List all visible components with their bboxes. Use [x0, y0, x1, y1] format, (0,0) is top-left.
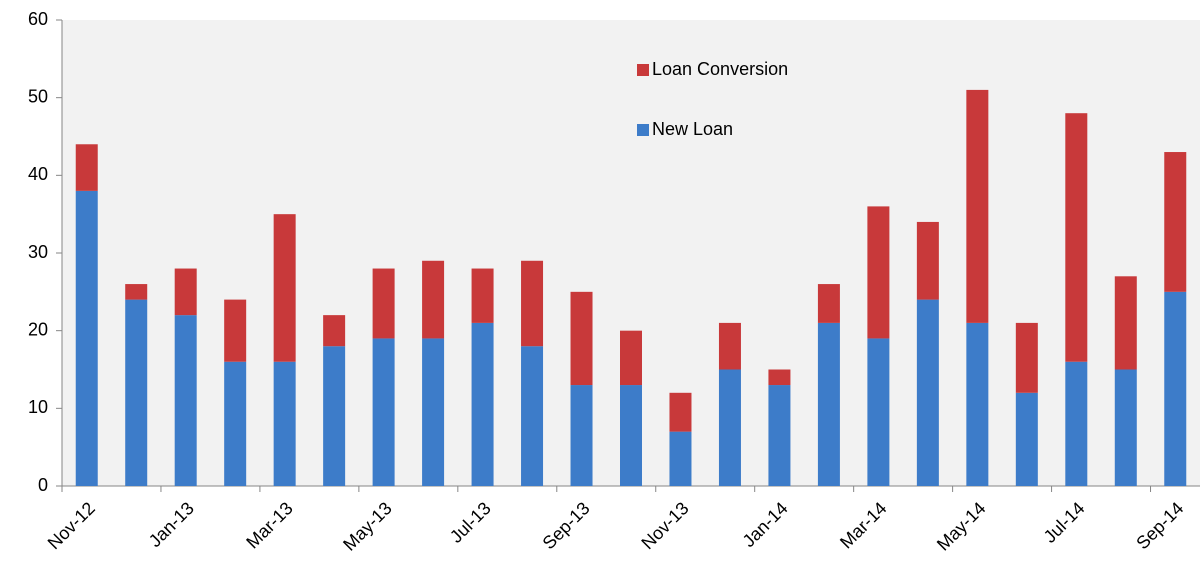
- bar: [224, 361, 247, 486]
- bar: [521, 260, 544, 347]
- bar: [1015, 322, 1038, 393]
- bar: [570, 291, 593, 386]
- y-tick-label: 0: [38, 475, 48, 495]
- x-tick-label: Mar-13: [242, 498, 296, 552]
- x-tick-label: Nov-12: [44, 498, 99, 553]
- bar: [1164, 152, 1187, 292]
- bar: [1015, 392, 1038, 486]
- x-tick-label: Sep-13: [539, 498, 594, 553]
- x-tick-label: Jan-14: [739, 498, 792, 551]
- bar: [718, 322, 741, 370]
- bar: [1164, 291, 1187, 486]
- bar: [620, 385, 642, 486]
- legend-label: Loan Conversion: [652, 59, 788, 79]
- y-tick-label: 10: [28, 397, 48, 417]
- bar: [817, 322, 840, 486]
- bar: [1065, 361, 1088, 486]
- y-tick-label: 40: [28, 164, 48, 184]
- bar: [323, 315, 346, 347]
- bar: [273, 361, 296, 486]
- legend-swatch: [637, 124, 649, 136]
- bar: [817, 284, 840, 323]
- bar: [966, 89, 989, 323]
- x-tick-label: Jan-13: [145, 498, 198, 551]
- bar: [174, 315, 197, 486]
- x-tick-label: Mar-14: [836, 498, 890, 552]
- bar: [273, 214, 296, 362]
- bar: [521, 346, 544, 486]
- legend-swatch: [637, 64, 649, 76]
- bar: [570, 385, 593, 486]
- x-tick-label: May-13: [339, 498, 396, 555]
- x-tick-label: Sep-14: [1132, 498, 1187, 553]
- x-tick-label: Jul-13: [446, 498, 495, 547]
- legend-label: New Loan: [652, 119, 733, 139]
- bar: [669, 392, 692, 432]
- x-tick-label: May-14: [933, 498, 990, 555]
- bar: [1114, 276, 1137, 370]
- bar: [620, 330, 642, 386]
- bar: [471, 268, 494, 323]
- bar: [1065, 113, 1088, 362]
- bar: [75, 144, 98, 191]
- bar: [174, 268, 197, 316]
- bar: [669, 431, 692, 486]
- bar: [125, 299, 148, 486]
- bar: [768, 369, 791, 386]
- bar: [867, 338, 890, 486]
- bar: [471, 322, 494, 486]
- y-tick-label: 30: [28, 242, 48, 262]
- bar: [1114, 369, 1137, 486]
- bar: [966, 322, 989, 486]
- y-tick-label: 50: [28, 86, 48, 106]
- bar: [916, 221, 939, 300]
- bar: [422, 260, 445, 339]
- bar: [75, 190, 98, 486]
- y-tick-label: 60: [28, 9, 48, 29]
- bar: [422, 338, 445, 486]
- bar: [224, 299, 247, 362]
- bar: [916, 299, 939, 486]
- x-tick-label: Nov-13: [637, 498, 692, 553]
- bar: [372, 338, 395, 486]
- bar: [867, 206, 890, 339]
- bar: [372, 268, 395, 339]
- bar: [125, 284, 148, 300]
- x-tick-label: Jul-14: [1040, 498, 1089, 547]
- bar: [768, 385, 791, 486]
- bar: [323, 346, 346, 486]
- bar: [718, 369, 741, 486]
- y-tick-label: 20: [28, 319, 48, 339]
